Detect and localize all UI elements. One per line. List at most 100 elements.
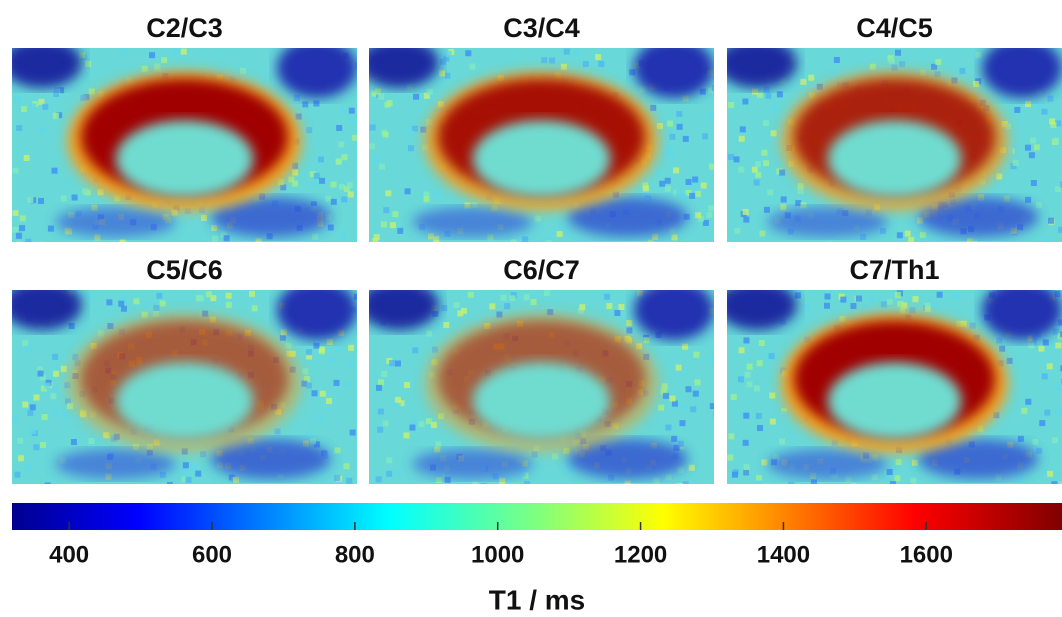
pixel — [16, 125, 23, 132]
pixel — [381, 371, 388, 378]
pixel — [389, 222, 396, 229]
pixel — [382, 420, 389, 427]
pixel — [408, 145, 415, 152]
pixel — [690, 406, 697, 413]
pixel — [510, 239, 517, 242]
pixel — [1060, 331, 1062, 338]
pixel — [377, 379, 384, 386]
pixel — [658, 116, 665, 123]
dark-region — [727, 290, 797, 330]
pixel — [309, 438, 316, 445]
pixel — [22, 401, 29, 408]
pixel — [333, 379, 340, 386]
pixel — [739, 126, 746, 133]
pixel — [313, 172, 320, 179]
pixel — [38, 126, 45, 133]
pixel — [97, 330, 104, 337]
pixel — [232, 476, 239, 483]
pixel — [740, 411, 747, 418]
pixel — [47, 225, 54, 232]
pixel — [97, 189, 104, 196]
image-layer — [369, 48, 714, 242]
pixel — [12, 417, 19, 424]
pixel — [60, 365, 67, 372]
pixel — [762, 120, 769, 127]
pixel — [675, 364, 682, 371]
dark-region — [12, 290, 82, 330]
pixel — [426, 88, 433, 95]
pixel — [973, 80, 980, 87]
pixel — [901, 302, 908, 309]
pixel — [673, 167, 680, 174]
core — [827, 120, 962, 198]
pixel — [1036, 447, 1043, 454]
dark-region — [634, 48, 714, 98]
pixel — [41, 413, 48, 420]
pixel — [277, 179, 284, 186]
pixel — [800, 78, 807, 85]
pixel — [335, 158, 342, 165]
pixel — [88, 88, 95, 95]
pixel — [29, 427, 36, 434]
pixel — [530, 299, 537, 306]
pixel — [380, 221, 387, 228]
pixel — [103, 432, 110, 439]
pixel — [1011, 142, 1018, 149]
pixel — [347, 191, 354, 198]
pixel — [152, 310, 159, 317]
pixel — [38, 98, 45, 105]
pixel — [860, 234, 867, 241]
pixel — [668, 151, 675, 158]
pixel — [33, 394, 40, 401]
pixel — [274, 428, 281, 435]
panel-image — [727, 48, 1062, 242]
pixel — [1050, 122, 1057, 129]
pixel — [386, 470, 393, 477]
pixel — [756, 91, 763, 98]
pixel — [679, 420, 686, 427]
pixel — [1058, 226, 1062, 233]
pixel — [756, 480, 763, 484]
pixel — [799, 482, 806, 484]
image-layer — [727, 290, 1062, 484]
pixel — [309, 171, 316, 178]
pixel — [30, 103, 37, 110]
pixel — [444, 476, 451, 483]
pixel — [320, 467, 327, 474]
pixel — [924, 305, 931, 312]
pixel — [1028, 342, 1035, 349]
pixel — [738, 166, 745, 173]
pixel — [212, 235, 219, 242]
pixel — [769, 392, 776, 399]
pixel — [563, 48, 570, 55]
pixel — [685, 386, 692, 393]
pixel — [317, 415, 324, 422]
pixel — [567, 467, 574, 474]
pixel — [1030, 338, 1037, 345]
pixel — [541, 57, 548, 64]
pixel — [1047, 95, 1054, 102]
pixel — [681, 193, 688, 200]
pixel — [1035, 202, 1042, 209]
pixel — [285, 342, 292, 349]
pixel — [373, 156, 380, 163]
pixel — [107, 323, 114, 330]
pixel — [677, 440, 684, 447]
pixel — [1041, 108, 1048, 115]
pixel — [519, 471, 526, 478]
pixel — [1033, 144, 1040, 151]
pixel — [202, 310, 209, 317]
pixel — [445, 51, 452, 58]
pixel — [60, 195, 67, 202]
dark-region — [210, 439, 331, 479]
pixel — [223, 235, 230, 242]
pixel — [330, 198, 337, 205]
pixel — [661, 383, 668, 390]
pixel — [435, 441, 442, 448]
pixel — [618, 303, 625, 310]
pixel — [871, 474, 878, 481]
pixel — [418, 421, 425, 428]
pixel — [522, 472, 529, 479]
pixel — [305, 382, 312, 389]
